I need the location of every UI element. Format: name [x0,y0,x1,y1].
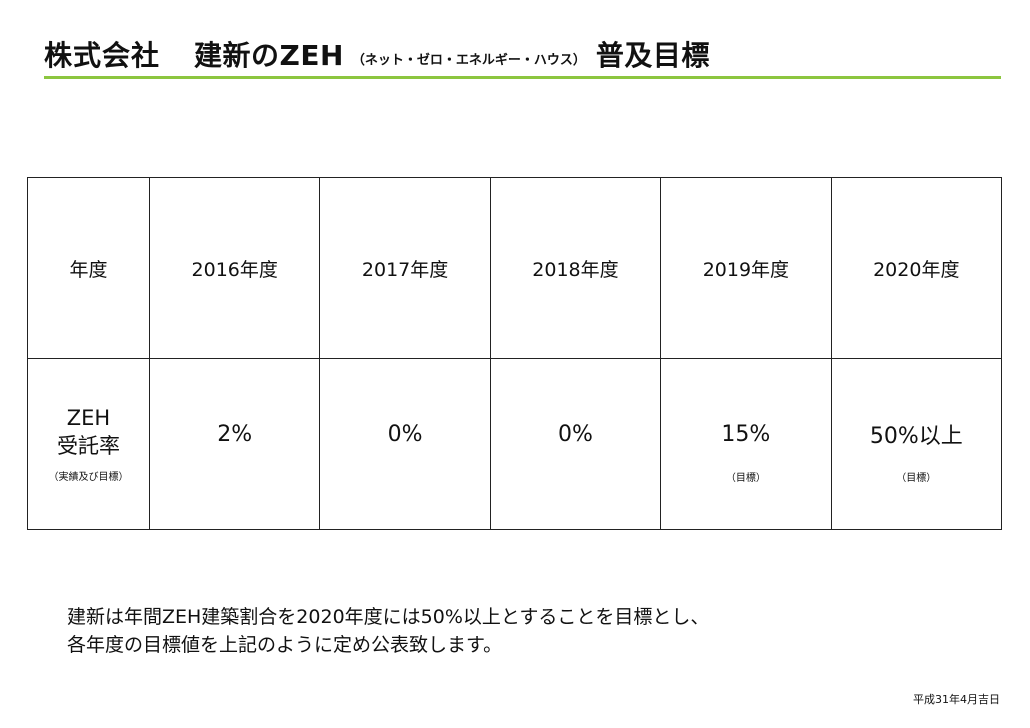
year-header: 2017年度 [319,177,491,359]
title-tail: 普及目標 [595,39,710,72]
year-header: 2020年度 [830,177,1003,359]
title-paren: （ネット・ゼロ・エネルギー・ハウス） [351,53,586,68]
row-label: ZEH 受託率 （実績及び目標） [27,358,150,530]
value-cell: 50%以上 （目標） [830,358,1003,530]
value: 50%以上 [869,424,963,449]
zeh-target-table: 年度 2016年度 2017年度 2018年度 2019年度 2020年度 ZE… [27,177,1003,530]
value: 15% [721,421,771,447]
table-header-row: 年度 2016年度 2017年度 2018年度 2019年度 2020年度 [27,177,1003,359]
row-label-line2: 受託率 [57,433,120,458]
page-title: 株式会社 建新のZEH （ネット・ゼロ・エネルギー・ハウス） 普及目標 [44,38,999,74]
value-note: （目標） [896,473,937,484]
row-label-sub: （実績及び目標） [48,471,129,483]
value-note: （目標） [725,473,766,484]
title-main: 建新のZEH [194,39,344,72]
title-underline [44,76,1001,79]
description-line1: 建新は年間ZEH建築割合を2020年度には50%以上とすることを目標とし、 [67,606,710,628]
value: 2% [217,421,253,447]
row-label-line1: ZEH [66,406,111,431]
value: 0% [558,421,593,447]
value-cell: 2% [148,358,321,530]
value: 0% [387,421,423,447]
year-header: 2019年度 [660,177,832,359]
value-cell: 15% （目標） [660,358,832,530]
description-line2: 各年度の目標値を上記のように定め公表致します。 [67,634,503,656]
table-row: ZEH 受託率 （実績及び目標） 2% 0% 0% 15% （目標） 50%以上… [27,358,1003,530]
year-header: 2018年度 [489,177,662,359]
value-cell: 0% [489,358,662,530]
year-header: 2016年度 [148,177,321,359]
description: 建新は年間ZEH建築割合を2020年度には50%以上とすることを目標とし、 各年… [67,603,867,659]
title-company: 株式会社 [44,39,161,72]
corner-label: 年度 [27,177,150,359]
date: 平成31年4月吉日 [913,693,1000,706]
value-cell: 0% [319,358,491,530]
